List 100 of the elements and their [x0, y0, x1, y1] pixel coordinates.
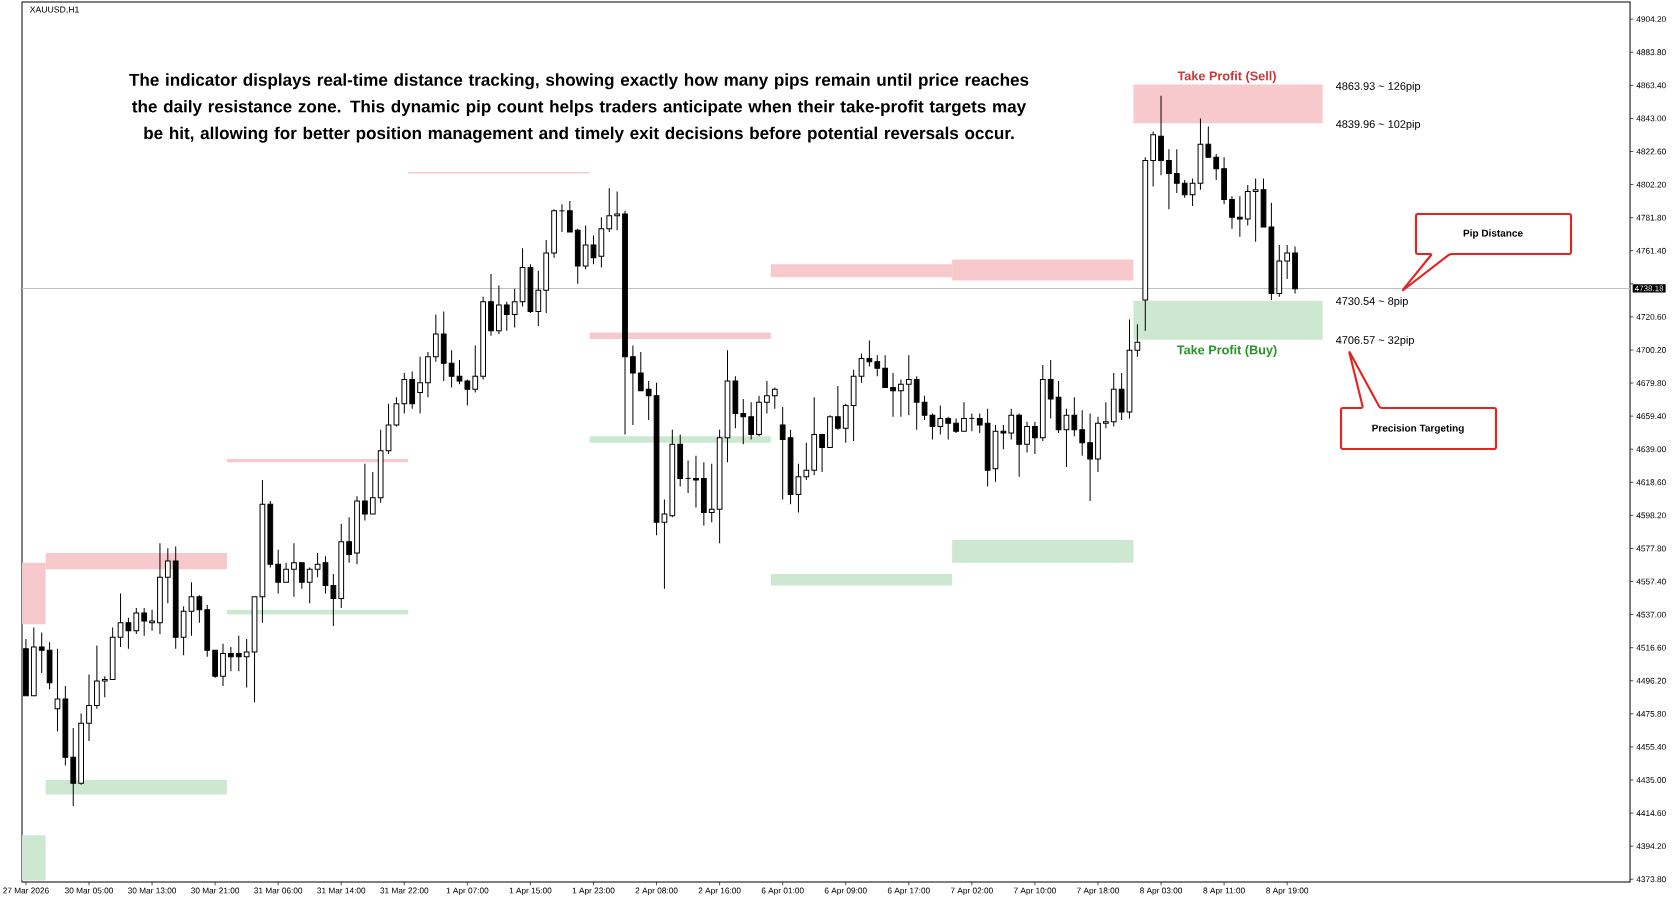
y-tick-label: 4598.20	[1636, 512, 1666, 519]
y-tick-label: 4639.00	[1636, 446, 1666, 453]
y-tick-label: 4516.60	[1636, 644, 1666, 651]
candlestick	[1079, 409, 1086, 457]
annotation: 4863.93 ~ 126pip	[1335, 81, 1421, 93]
y-tick-label: 4659.40	[1636, 413, 1666, 420]
candlestick	[298, 562, 305, 590]
candlestick	[369, 471, 376, 515]
y-tick-label: 4863.40	[1636, 82, 1666, 89]
candlestick	[196, 594, 203, 624]
x-tick-label: 1 Apr 15:00	[509, 887, 552, 896]
candlestick	[362, 463, 368, 522]
candlestick	[637, 351, 644, 392]
y-tick-label: 4904.20	[1636, 16, 1666, 23]
y-tick-label: 4843.00	[1636, 115, 1666, 122]
candlestick	[1047, 359, 1054, 419]
candlestick	[1229, 195, 1235, 230]
x-tick-label: 31 Mar 06:00	[254, 887, 303, 894]
y-tick-label: 4557.40	[1636, 578, 1666, 585]
x-tick-label: 7 Apr 02:00	[950, 887, 993, 896]
candlestick	[693, 455, 699, 509]
candlestick	[913, 375, 920, 431]
x-tick-label: 8 Apr 19:00	[1266, 887, 1309, 896]
candlestick	[1008, 408, 1015, 440]
candlestick	[346, 516, 352, 564]
candlestick	[976, 413, 983, 434]
y-tick-label: 4537.00	[1636, 611, 1666, 618]
candlestick	[898, 378, 904, 418]
candlestick	[1205, 126, 1212, 158]
candlestick	[937, 404, 944, 436]
y-tick-label: 4496.20	[1636, 677, 1666, 684]
y-tick-label: 4414.60	[1636, 810, 1666, 817]
candlestick	[330, 573, 337, 627]
y-tick-label: 4883.80	[1636, 49, 1666, 56]
candlestick	[890, 372, 896, 418]
candlestick	[133, 607, 140, 635]
candlestick	[606, 187, 613, 233]
candlestick	[535, 270, 542, 327]
candlestick	[630, 344, 636, 426]
candlestick	[503, 301, 510, 332]
candlestick	[764, 380, 770, 415]
x-tick-label: 6 Apr 01:00	[761, 887, 804, 896]
candlestick	[819, 434, 825, 473]
annotation: 4839.96 ~ 102pip	[1335, 119, 1421, 131]
candlestick	[842, 403, 849, 444]
chart-title: XAUUSD,H1	[29, 6, 79, 14]
candlestick	[558, 203, 565, 233]
x-tick-label: 2 Apr 08:00	[635, 887, 678, 896]
candlestick	[235, 635, 242, 672]
candlestick	[779, 406, 786, 500]
candlestick	[945, 416, 952, 440]
x-tick-label: 30 Mar 05:00	[64, 887, 114, 894]
candlestick	[834, 385, 841, 431]
candlestick	[874, 354, 881, 377]
candlestick	[771, 387, 778, 410]
x-tick-label: 2 Apr 16:00	[698, 887, 741, 896]
x-tick-label: 1 Apr 23:00	[572, 887, 615, 896]
candlestick	[275, 549, 282, 595]
candlestick	[164, 547, 171, 604]
x-tick-label: 7 Apr 10:00	[1013, 887, 1056, 896]
y-tick-label: 4618.60	[1636, 479, 1666, 486]
candlestick	[740, 398, 747, 445]
y-tick-label: 4822.60	[1636, 148, 1666, 155]
candlestick	[417, 356, 423, 415]
annotation: 4706.57 ~ 32pip	[1335, 335, 1414, 347]
candlestick	[685, 460, 692, 494]
candlestick	[968, 413, 975, 432]
candlestick	[1237, 195, 1243, 238]
candlestick	[905, 354, 912, 416]
x-tick-label: 31 Mar 14:00	[317, 887, 366, 894]
candlestick	[306, 567, 313, 604]
y-tick-label: 4394.20	[1636, 843, 1666, 850]
candlestick	[1024, 421, 1030, 453]
y-tick-label: 4700.20	[1636, 347, 1666, 353]
candlestick	[748, 401, 755, 440]
y-tick-label: 4781.80	[1636, 214, 1666, 221]
candlestick	[511, 288, 518, 329]
candlestick	[283, 562, 289, 583]
candlestick	[803, 442, 810, 481]
x-tick-label: 27 Mar 2026	[3, 887, 49, 894]
candlestick	[291, 542, 297, 598]
annotation: Take Profit (Buy)	[1176, 345, 1277, 357]
candlestick	[1284, 244, 1291, 280]
x-tick-label: 8 Apr 03:00	[1140, 887, 1183, 896]
candlestick	[141, 607, 148, 637]
candlestick	[38, 631, 45, 674]
candlestick	[1032, 421, 1038, 455]
candlestick	[101, 675, 108, 698]
candlestick	[566, 200, 573, 233]
candlestick	[432, 314, 439, 363]
candlestick	[961, 401, 967, 432]
candlestick	[1071, 396, 1078, 437]
annotation: Take Profit (Sell)	[1177, 71, 1276, 83]
candlestick	[220, 643, 226, 687]
candlestick	[472, 344, 479, 393]
candlestick	[1173, 148, 1180, 194]
annotation: Precision Targeting	[1372, 424, 1464, 434]
x-tick-label: 7 Apr 18:00	[1077, 887, 1119, 896]
y-tick-label: 4455.40	[1636, 744, 1666, 750]
annotation: The indicator displays real-time distance tracking, showing exactly how many pips remain until price reaches the daily resistance zone. This dynamic pip count helps traders anticipate when their take-profit targets may be hit, allowing for better position management and timely exit decisions before potential reversals occur.	[129, 73, 1029, 143]
